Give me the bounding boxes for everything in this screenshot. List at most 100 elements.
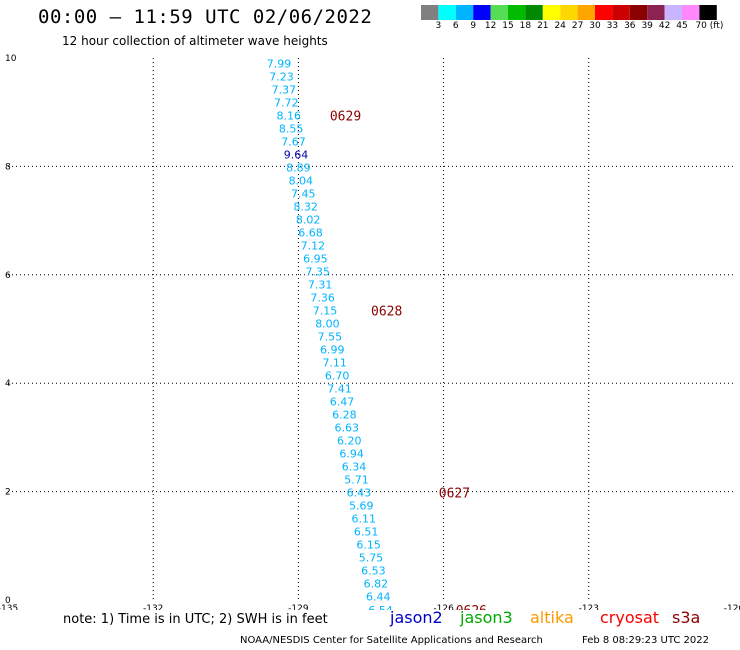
x-tick-label: -120 [724,604,740,610]
y-tick-label: 4 [5,379,11,389]
wave-height-point: 6.15 [356,539,381,552]
wave-height-point: 8.55 [279,122,304,135]
color-scale-label: 3 [435,21,442,31]
color-scale-label: 45 [676,21,688,31]
color-scale-label: 30 [589,21,601,31]
color-swatch [421,5,439,20]
y-tick-label: 0 [5,596,11,606]
wave-height-point: 8.32 [293,201,318,214]
wave-height-point: 5.71 [344,474,369,487]
wave-height-point: 8.02 [296,214,321,227]
wave-height-point: 8.00 [315,318,340,331]
footer-note: note: 1) Time is in UTC; 2) SWH is in fe… [63,612,328,627]
wave-height-point: 6.11 [351,513,376,526]
color-swatch [508,5,526,20]
time-label: 0627 [439,487,470,502]
color-scale-label: 18 [519,21,532,31]
wave-height-chart: -135-132-129-126-123-12002468107.997.237… [0,54,740,610]
color-scale-label: 39 [641,21,653,31]
satellite-legend-jason2: jason2 [390,608,443,627]
wave-height-point: 6.34 [342,461,367,474]
wave-height-point: 6.63 [335,422,360,435]
color-swatch [664,5,682,20]
wave-height-point: 6.20 [337,435,362,448]
color-scale-label: 12 [484,21,497,31]
color-scale-label: 27 [571,21,584,31]
color-swatch [473,5,491,20]
x-tick-label: -132 [143,604,163,610]
wave-height-point: 6.70 [325,370,350,383]
x-tick-label: -129 [288,604,309,610]
color-scale-label: 70 (ft) [695,21,724,31]
wave-height-point: 6.51 [354,526,379,539]
y-tick-label: 2 [5,488,11,498]
color-scale-labels: 3 6 9 12 15 18 21 24 27 30 33 36 39 42 45 70 (ft) [421,21,740,33]
wave-height-point: 7.11 [322,357,347,370]
wave-height-point: 5.75 [359,552,384,565]
color-swatch [595,5,613,20]
wave-height-point: 6.82 [364,578,389,591]
wave-height-point: 6.53 [361,565,386,578]
wave-height-point: 8.04 [289,174,314,187]
color-scale-label: 15 [502,21,514,31]
wave-height-point: 8.16 [276,109,301,122]
satellite-legend-cryosat: cryosat [600,608,660,627]
color-scale-label: 24 [554,21,566,31]
wave-height-point: 7.41 [327,383,352,396]
wave-height-point: 7.67 [281,135,306,148]
time-label: 0626 [456,604,487,610]
wave-height-point: 7.99 [267,57,292,70]
color-swatch [438,5,456,20]
wave-height-point: 6.54 [368,604,393,610]
y-tick-label: 6 [5,271,11,281]
color-scale-label: 21 [537,21,549,31]
color-swatch [542,5,561,20]
color-scale-label: 36 [624,21,636,31]
satellite-legend-altika: altika [530,608,574,627]
wave-height-point: 6.68 [298,227,323,240]
wave-height-point: 9.64 [284,148,309,161]
wave-height-point: 6.99 [320,344,345,357]
wave-height-point: 7.31 [308,279,333,292]
color-swatch [525,5,543,20]
wave-height-point: 7.35 [306,266,331,279]
y-tick-label: 10 [5,54,17,64]
color-scale-bar [421,5,717,20]
color-swatch [629,5,648,20]
page-subtitle: 12 hour collection of altimeter wave hei… [62,34,328,48]
color-swatch [560,5,578,20]
wave-height-point: 6.94 [339,448,364,461]
wave-height-point: 7.23 [269,70,294,83]
wave-height-point: 6.28 [332,409,357,422]
color-swatch [577,5,595,20]
color-scale-label: 33 [606,21,619,31]
page-title: 00:00 – 11:59 UTC 02/06/2022 [38,6,373,28]
time-label: 0629 [330,109,361,124]
color-swatch [682,5,700,20]
wave-height-point: 6.47 [330,396,355,409]
wave-height-point: 7.12 [301,240,326,253]
wave-height-point: 5.69 [349,500,374,513]
wave-height-point: 7.45 [291,188,316,201]
footer-timestamp: Feb 8 08:29:23 UTC 2022 [582,635,709,646]
wave-height-point: 7.37 [272,83,297,96]
wave-height-point: 7.72 [274,96,299,109]
wave-height-point: 7.15 [313,305,338,318]
y-tick-label: 8 [5,162,11,172]
satellite-legend-jason3: jason3 [460,608,513,627]
color-scale-label: 9 [470,21,477,31]
color-scale-label: 42 [658,21,671,31]
color-swatch [647,5,665,20]
wave-height-point: 6.43 [347,487,372,500]
color-swatch [490,5,508,20]
color-swatch [455,5,474,20]
color-scale-label: 6 [452,21,459,31]
color-swatch [612,5,630,20]
wave-height-point: 6.95 [303,253,328,266]
footer-credit: NOAA/NESDIS Center for Satellite Applica… [240,635,543,646]
time-label: 0628 [371,305,402,320]
color-swatch [699,5,717,20]
wave-height-point: 6.44 [366,591,391,604]
x-tick-label: -123 [579,604,599,610]
x-tick-label: -126 [433,604,454,610]
